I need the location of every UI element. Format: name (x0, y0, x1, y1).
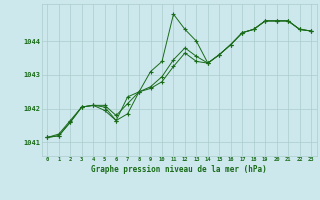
X-axis label: Graphe pression niveau de la mer (hPa): Graphe pression niveau de la mer (hPa) (91, 165, 267, 174)
